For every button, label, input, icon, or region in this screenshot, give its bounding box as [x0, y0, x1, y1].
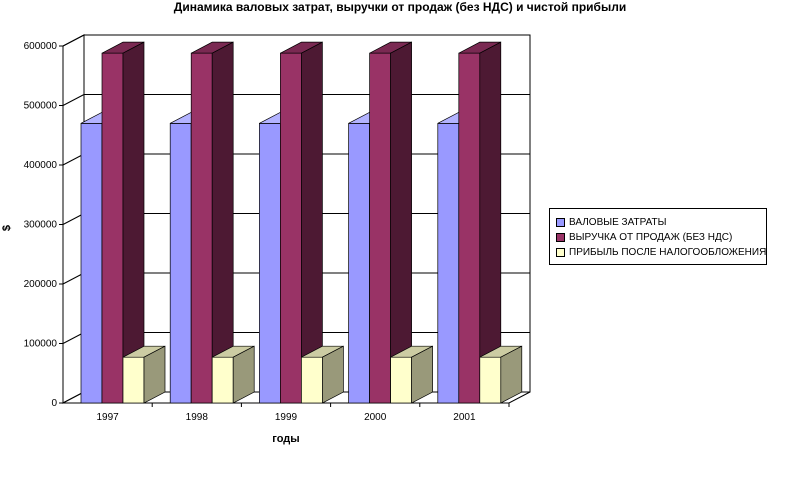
bar-front — [169, 122, 192, 404]
legend: ВАЛОВЫЕ ЗАТРАТЫ ВЫРУЧКА ОТ ПРОДАЖ (БЕЗ Н… — [549, 208, 767, 265]
bar-front — [190, 52, 213, 404]
y-tick-label: 400000 — [24, 160, 58, 171]
bar-front — [280, 52, 302, 404]
legend-swatch — [556, 218, 565, 227]
legend-swatch — [556, 233, 565, 242]
chart-title: Динамика валовых затрат, выручки от прод… — [173, 0, 627, 14]
y-tick-label: 300000 — [24, 220, 58, 231]
bar-side — [500, 345, 523, 404]
x-axis-label: годы — [272, 433, 299, 445]
y-tick-label: 0 — [51, 398, 57, 409]
y-axis-label: $ — [1, 225, 13, 231]
gridline-side — [62, 213, 85, 225]
bar-front — [437, 122, 460, 404]
x-tick-label: 1999 — [275, 412, 298, 423]
gridline-side — [62, 272, 85, 285]
legend-item: ПРИБЫЛЬ ПОСЛЕ НАЛОГООБЛОЖЕНИЯ — [556, 245, 766, 260]
y-tick-label: 200000 — [24, 279, 58, 290]
bar-front — [479, 356, 502, 404]
bar-front — [390, 356, 412, 404]
bar-front — [301, 356, 323, 404]
x-tick-label: 2001 — [453, 412, 476, 423]
y-tick-label: 100000 — [24, 339, 58, 350]
bar-front — [259, 122, 281, 404]
legend-item: ВАЛОВЫЕ ЗАТРАТЫ — [556, 215, 762, 230]
legend-swatch — [556, 248, 565, 257]
y-tick-label: 500000 — [24, 101, 58, 112]
bar-front — [122, 356, 145, 404]
y-tick-label: 600000 — [24, 41, 58, 52]
x-tick-label: 1997 — [96, 412, 119, 423]
bar-side — [411, 345, 433, 404]
bar-front — [101, 52, 124, 404]
legend-item: ВЫРУЧКА ОТ ПРОДАЖ (БЕЗ НДС) — [556, 230, 762, 245]
bar-front — [458, 52, 481, 404]
bar-side — [322, 345, 344, 404]
gridline-side — [62, 94, 85, 106]
bar-front — [80, 122, 103, 404]
x-tick-label: 1998 — [186, 412, 209, 423]
x-tick-label: 2000 — [364, 412, 387, 423]
legend-label: ПРИБЫЛЬ ПОСЛЕ НАЛОГООБЛОЖЕНИЯ — [569, 247, 767, 258]
gridline-side — [62, 332, 85, 344]
bar-side — [232, 345, 255, 404]
bar-front — [211, 356, 234, 404]
legend-label: ВАЛОВЫЕ ЗАТРАТЫ — [569, 217, 667, 228]
gridline-side — [62, 153, 85, 166]
bar-front — [369, 52, 391, 404]
bar-front — [348, 122, 370, 404]
bar-side — [143, 345, 166, 404]
legend-label: ВЫРУЧКА ОТ ПРОДАЖ (БЕЗ НДС) — [569, 232, 733, 243]
